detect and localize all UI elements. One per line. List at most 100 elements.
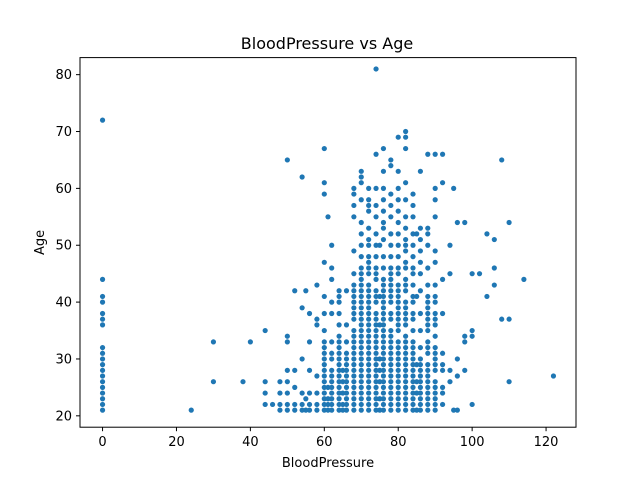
y-axis-ticks: 20 30 40 50 60 70 80 <box>55 68 80 424</box>
data-point <box>388 373 394 379</box>
data-point <box>432 322 438 328</box>
x-tick-label: 0 <box>98 435 106 450</box>
data-point <box>284 401 290 408</box>
data-point <box>321 293 327 300</box>
data-point <box>373 373 379 379</box>
data-point <box>329 390 335 396</box>
data-point <box>373 271 379 277</box>
data-point <box>410 401 416 408</box>
y-tick-label: 20 <box>55 409 72 424</box>
data-point <box>277 407 283 413</box>
data-point <box>358 168 364 174</box>
x-axis-label: BloodPressure <box>282 456 374 471</box>
data-point <box>99 384 106 390</box>
data-point <box>284 333 290 339</box>
data-point <box>329 339 335 345</box>
data-point <box>410 299 416 305</box>
data-point <box>373 276 379 282</box>
data-point <box>425 373 431 379</box>
data-point <box>373 350 379 356</box>
data-point <box>377 396 383 402</box>
data-point <box>99 310 106 317</box>
data-point <box>550 373 557 379</box>
data-point <box>380 407 387 413</box>
data-point <box>366 293 372 300</box>
data-point <box>432 407 438 413</box>
data-point <box>299 305 305 311</box>
data-point <box>351 288 357 294</box>
x-tick-label: 80 <box>390 435 407 450</box>
data-point <box>366 350 372 356</box>
data-point <box>373 254 379 260</box>
data-point <box>439 401 446 408</box>
data-point <box>462 339 468 345</box>
data-point <box>380 327 387 334</box>
data-point <box>336 310 342 317</box>
data-point <box>343 339 350 345</box>
data-point <box>388 390 394 396</box>
data-point <box>366 396 372 402</box>
data-point <box>447 379 453 385</box>
data-point <box>188 407 194 413</box>
data-point <box>292 384 298 390</box>
data-point <box>351 310 357 317</box>
data-point <box>373 66 379 72</box>
data-point <box>395 242 401 248</box>
data-point <box>329 299 335 305</box>
data-point <box>99 396 106 402</box>
data-point <box>366 254 372 260</box>
data-point <box>417 384 423 390</box>
data-point <box>340 367 346 373</box>
data-point <box>366 208 372 214</box>
data-point <box>395 362 401 368</box>
data-point <box>388 362 394 368</box>
data-point <box>388 379 394 385</box>
data-point <box>358 407 364 413</box>
data-point <box>403 242 409 248</box>
data-point <box>432 316 438 322</box>
data-point <box>403 282 409 288</box>
data-point <box>321 367 327 373</box>
data-point <box>395 265 401 271</box>
data-point <box>321 350 327 356</box>
y-tick-label: 30 <box>55 352 72 367</box>
data-point <box>99 401 106 408</box>
data-point <box>432 350 438 356</box>
data-point <box>395 305 401 311</box>
data-point <box>410 344 416 351</box>
data-point <box>325 396 331 402</box>
data-point <box>395 356 401 362</box>
data-point <box>439 350 446 356</box>
data-point <box>277 401 283 408</box>
data-point <box>358 219 364 226</box>
data-point <box>351 202 357 209</box>
data-point <box>432 401 438 408</box>
data-point <box>321 145 327 152</box>
data-point <box>343 390 350 396</box>
data-point <box>410 350 416 356</box>
data-point <box>292 288 298 294</box>
data-point <box>388 265 394 271</box>
data-point <box>403 384 409 390</box>
data-point <box>439 276 446 282</box>
data-point <box>410 362 416 368</box>
data-point <box>388 350 394 356</box>
data-point <box>329 356 335 362</box>
data-point <box>358 384 364 390</box>
data-point <box>417 390 423 396</box>
data-point <box>299 407 305 413</box>
data-point <box>380 401 387 408</box>
data-point <box>484 293 490 300</box>
y-tick-label: 60 <box>55 182 72 197</box>
data-point <box>403 305 409 311</box>
data-point <box>284 390 290 396</box>
data-point <box>395 208 401 214</box>
data-point <box>388 254 394 260</box>
data-point <box>366 390 372 396</box>
data-point <box>403 356 409 362</box>
data-point <box>284 379 290 385</box>
data-point <box>358 362 364 368</box>
data-point <box>284 407 290 413</box>
data-point <box>269 401 276 408</box>
data-point <box>303 407 309 413</box>
